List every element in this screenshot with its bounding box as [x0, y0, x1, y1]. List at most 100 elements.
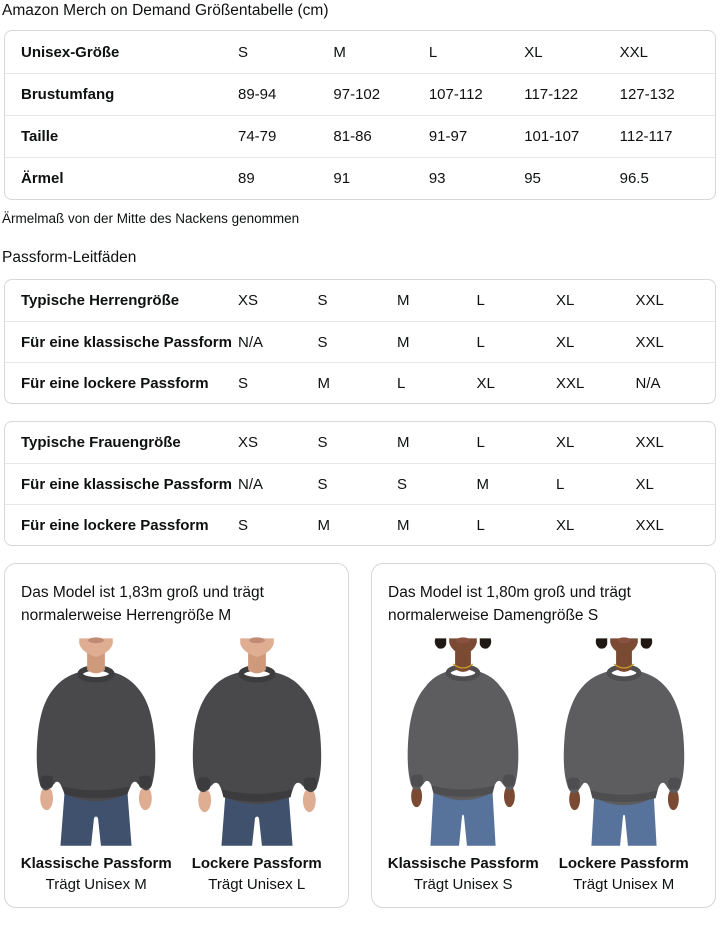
model-figures: Klassische Passform Trägt Unisex S	[384, 636, 703, 893]
mens-fit-table: Typische Herrengröße XS S M L XL XXL Für…	[4, 279, 716, 404]
size-col-header: M	[333, 43, 346, 61]
size-value: 107-112	[428, 86, 483, 103]
table-row: Für eine klassische Passform N/A S M L X…	[5, 321, 715, 362]
size-value: M	[317, 374, 331, 392]
row-label: Für eine lockere Passform	[21, 516, 209, 534]
size-value: L	[476, 434, 485, 451]
figure-loose-fit: Lockere Passform Trägt Unisex L	[178, 636, 337, 893]
row-label: Für eine klassische Passform	[21, 333, 232, 351]
model-description: Das Model ist 1,83m groß und trägt norma…	[21, 584, 264, 625]
size-value: XXL	[635, 333, 664, 351]
womens-fit-table: Typische Frauengröße XS S M L XL XXL Für…	[4, 421, 716, 546]
table-row: Für eine klassische Passform N/A S S M L…	[5, 463, 715, 504]
size-value: XXL	[635, 292, 664, 309]
row-label: Für eine klassische Passform	[21, 475, 232, 493]
row-label: Taille	[21, 128, 59, 145]
row-label: Ärmel	[21, 170, 64, 187]
size-col-header: XXL	[619, 43, 648, 61]
model-cards: Das Model ist 1,83m groß und trägt norma…	[4, 563, 716, 908]
fit-caption: Klassische Passform	[20, 854, 172, 872]
table-row: Für eine lockere Passform S M M L XL XXL	[5, 504, 715, 545]
size-value: M	[397, 333, 410, 351]
size-value: 112-117	[619, 128, 673, 145]
table-header-row: Unisex-Größe S M L XL XXL	[5, 31, 715, 73]
row-label: Typische Frauengröße	[21, 434, 181, 451]
row-label: Brustumfang	[21, 86, 115, 103]
size-value: 101-107	[524, 128, 580, 145]
table-row: Typische Frauengröße XS S M L XL XXL	[5, 422, 715, 463]
size-value: 91-97	[428, 128, 468, 145]
size-value: XXL	[635, 516, 664, 534]
size-value: XL	[635, 475, 654, 493]
male-model-card: Das Model ist 1,83m groß und trägt norma…	[4, 563, 349, 908]
model-figures: Klassische Passform Trägt Unisex M	[17, 636, 336, 893]
size-value: N/A	[238, 475, 264, 493]
size-col-header: S	[238, 43, 249, 61]
size-value: S	[317, 333, 328, 351]
size-value: 74-79	[238, 128, 277, 145]
row-label: Typische Herrengröße	[21, 292, 180, 309]
size-caption: Trägt Unisex L	[208, 875, 306, 893]
size-value: XL	[556, 292, 575, 309]
size-value: 93	[428, 170, 446, 187]
size-value: S	[238, 374, 249, 392]
row-label: Unisex-Größe	[21, 43, 120, 61]
size-value: M	[397, 434, 410, 451]
size-value: L	[476, 516, 485, 534]
male-model-classic-photo	[36, 636, 156, 846]
figure-loose-fit: Lockere Passform Trägt Unisex M	[545, 636, 704, 893]
size-value: XL	[556, 434, 575, 451]
size-value: L	[476, 333, 485, 351]
fit-caption: Lockere Passform	[558, 854, 689, 872]
figure-classic-fit: Klassische Passform Trägt Unisex S	[384, 636, 543, 893]
size-value: 127-132	[619, 86, 675, 103]
female-model-loose-photo	[563, 636, 684, 846]
size-col-header: L	[428, 43, 438, 61]
size-value: 95	[524, 170, 541, 187]
size-caption: Trägt Unisex M	[573, 875, 675, 893]
page-title: Amazon Merch on Demand Größentabelle (cm…	[2, 2, 329, 19]
size-value: 89	[238, 170, 255, 187]
table-row: Typische Herrengröße XS S M L XL XXL	[5, 280, 715, 321]
size-value: 117-122	[524, 86, 579, 103]
size-value: 89-94	[238, 86, 277, 103]
size-value: L	[556, 475, 565, 493]
size-value: S	[238, 516, 249, 534]
size-value: 81-86	[333, 128, 372, 145]
size-value: S	[397, 475, 408, 493]
figure-classic-fit: Klassische Passform Trägt Unisex M	[17, 636, 176, 893]
size-value: XL	[556, 516, 575, 534]
size-value: XS	[238, 292, 259, 309]
male-model-loose-photo	[192, 636, 321, 846]
size-value: XS	[238, 434, 259, 451]
table-row: Brustumfang 89-94 97-102 107-112 117-122…	[5, 73, 715, 115]
size-col-header: XL	[524, 43, 543, 61]
female-model-card: Das Model ist 1,80m groß und trägt norma…	[371, 563, 716, 908]
size-value: XL	[476, 374, 495, 392]
size-value: M	[397, 292, 410, 309]
size-value: 97-102	[333, 86, 381, 103]
female-model-classic-photo	[407, 636, 519, 846]
size-value: S	[317, 292, 328, 309]
model-description: Das Model ist 1,80m groß und trägt norma…	[388, 584, 631, 625]
size-value: XXL	[556, 374, 585, 392]
size-value: L	[476, 292, 485, 309]
unisex-size-table: Unisex-Größe S M L XL XXL Brustumfang 89…	[4, 30, 716, 200]
size-value: S	[317, 434, 328, 451]
row-label: Für eine lockere Passform	[21, 374, 209, 392]
size-value: S	[317, 475, 328, 493]
fit-caption: Lockere Passform	[191, 854, 322, 872]
sleeve-measure-footnote: Ärmelmaß von der Mitte des Nackens genom…	[2, 211, 300, 226]
size-value: N/A	[635, 374, 661, 392]
size-value: 96.5	[619, 170, 649, 187]
size-value: M	[317, 516, 331, 534]
size-value: M	[397, 516, 410, 534]
table-row: Ärmel 89 91 93 95 96.5	[5, 157, 715, 199]
size-value: L	[397, 374, 406, 392]
size-value: XXL	[635, 434, 664, 451]
size-caption: Trägt Unisex M	[45, 875, 147, 893]
size-value: XL	[556, 333, 575, 351]
table-row: Taille 74-79 81-86 91-97 101-107 112-117	[5, 115, 715, 157]
size-value: M	[476, 475, 490, 493]
